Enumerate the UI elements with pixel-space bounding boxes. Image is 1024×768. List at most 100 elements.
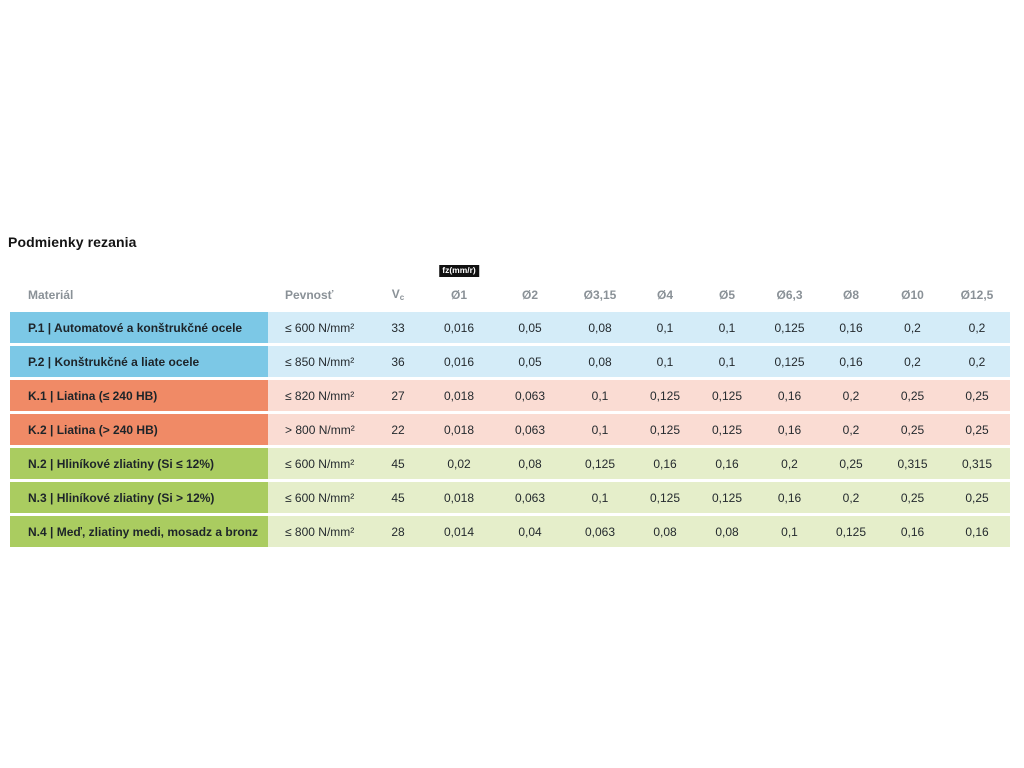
material-cell: P.2 | Konštrukčné a liate ocele [10,346,268,377]
material-cell: N.2 | Hliníkové zliatiny (Si ≤ 12%) [10,448,268,479]
fz-value-cell: 0,02 [424,448,494,479]
fz-value-cell: 0,2 [821,414,881,445]
table-row: K.1 | Liatina (≤ 240 HB) ≤ 820 N/mm² 27 0,0… [10,380,1010,411]
fz-value-cell: 0,125 [634,380,696,411]
fz-value-cell: 0,125 [566,448,634,479]
pevnost-cell: ≤ 820 N/mm² [268,380,372,411]
diameter-header-label: Ø6,3 [776,288,803,302]
fz-value-cell: 0,16 [696,448,758,479]
fz-value-cell: 0,125 [821,516,881,547]
fz-value-cell: 0,05 [494,346,566,377]
column-header-vc: Vc [372,262,424,309]
fz-value-cell: 0,2 [944,346,1010,377]
fz-value-cell: 0,2 [821,482,881,513]
fz-value-cell: 0,125 [696,482,758,513]
fz-value-cell: 0,125 [758,312,821,343]
column-header-diameter-4: Ø4 [634,262,696,309]
diameter-header-label: Ø12,5 [960,288,994,302]
fz-value-cell: 0,08 [566,312,634,343]
fz-value-cell: 0,16 [758,380,821,411]
page-title: Podmienky rezania [8,234,137,250]
diameter-header-label: Ø5 [718,288,735,302]
fz-value-cell: 0,25 [944,380,1010,411]
fz-value-cell: 0,315 [944,448,1010,479]
column-header-material: Materiál [28,288,74,302]
diameter-header-label: Ø2 [521,288,538,302]
vc-cell: 45 [372,482,424,513]
fz-value-cell: 0,1 [696,346,758,377]
vc-cell: 33 [372,312,424,343]
diameter-header-label: Ø4 [656,288,673,302]
vc-cell: 22 [372,414,424,445]
pevnost-cell: ≤ 600 N/mm² [268,312,372,343]
pevnost-cell: ≤ 600 N/mm² [268,482,372,513]
fz-value-cell: 0,16 [821,312,881,343]
pevnost-cell: ≤ 800 N/mm² [268,516,372,547]
table-row: P.1 | Automatové a konštrukčné ocele ≤ 60… [10,312,1010,343]
fz-value-cell: 0,125 [696,414,758,445]
cutting-conditions-table: Materiál Pevnosť Vc fz(mm/r) Ø1 Ø2 Ø3,15 Ø4 Ø… [10,259,1010,550]
fz-value-cell: 0,315 [881,448,944,479]
fz-value-cell: 0,2 [821,380,881,411]
fz-value-cell: 0,25 [944,482,1010,513]
fz-value-cell: 0,08 [494,448,566,479]
diameter-header-label: Ø1 [450,288,467,302]
table-row: N.2 | Hliníkové zliatiny (Si ≤ 12%) ≤ 600… [10,448,1010,479]
fz-value-cell: 0,018 [424,380,494,411]
column-header-diameter-1: fz(mm/r) Ø1 [424,262,494,309]
column-header-diameter-6: Ø6,3 [758,262,821,309]
column-header-diameter-8: Ø10 [881,262,944,309]
column-header-pevnost: Pevnosť [285,288,334,302]
fz-value-cell: 0,05 [494,312,566,343]
column-header-diameter-9: Ø12,5 [944,262,1010,309]
diameter-header-label: Ø3,15 [583,288,617,302]
vc-cell: 28 [372,516,424,547]
column-header-diameter-7: Ø8 [821,262,881,309]
fz-value-cell: 0,16 [881,516,944,547]
table-header-row: Materiál Pevnosť Vc fz(mm/r) Ø1 Ø2 Ø3,15 Ø4 Ø… [10,262,1010,309]
fz-value-cell: 0,16 [821,346,881,377]
fz-value-cell: 0,25 [821,448,881,479]
fz-value-cell: 0,1 [696,312,758,343]
fz-value-cell: 0,063 [494,380,566,411]
fz-value-cell: 0,25 [881,414,944,445]
fz-value-cell: 0,016 [424,312,494,343]
fz-value-cell: 0,125 [758,346,821,377]
fz-value-cell: 0,063 [494,414,566,445]
vc-subscript: c [399,293,405,302]
material-cell: K.1 | Liatina (≤ 240 HB) [10,380,268,411]
table-row: N.3 | Hliníkové zliatiny (Si > 12%) ≤ 600… [10,482,1010,513]
vc-symbol: V [391,287,400,301]
fz-value-cell: 0,125 [634,414,696,445]
fz-value-cell: 0,1 [566,482,634,513]
vc-cell: 45 [372,448,424,479]
fz-value-cell: 0,04 [494,516,566,547]
fz-value-cell: 0,018 [424,414,494,445]
table-row: K.2 | Liatina (> 240 HB) > 800 N/mm² 22 0,0… [10,414,1010,445]
diameter-header-label: Ø10 [901,288,924,302]
fz-value-cell: 0,125 [634,482,696,513]
fz-value-cell: 0,2 [758,448,821,479]
table-body: P.1 | Automatové a konštrukčné ocele ≤ 60… [10,312,1010,547]
fz-value-cell: 0,018 [424,482,494,513]
fz-value-cell: 0,16 [758,414,821,445]
fz-value-cell: 0,08 [634,516,696,547]
material-cell: P.1 | Automatové a konštrukčné ocele [10,312,268,343]
fz-value-cell: 0,1 [634,312,696,343]
fz-value-cell: 0,25 [881,380,944,411]
fz-value-cell: 0,063 [566,516,634,547]
pevnost-cell: ≤ 850 N/mm² [268,346,372,377]
fz-value-cell: 0,1 [566,414,634,445]
fz-value-cell: 0,2 [881,346,944,377]
diameter-header-label: Ø8 [842,288,859,302]
fz-value-cell: 0,1 [758,516,821,547]
fz-value-cell: 0,25 [881,482,944,513]
pevnost-cell: > 800 N/mm² [268,414,372,445]
fz-value-cell: 0,16 [944,516,1010,547]
fz-value-cell: 0,2 [944,312,1010,343]
fz-value-cell: 0,2 [881,312,944,343]
fz-value-cell: 0,1 [634,346,696,377]
fz-value-cell: 0,014 [424,516,494,547]
fz-value-cell: 0,08 [566,346,634,377]
